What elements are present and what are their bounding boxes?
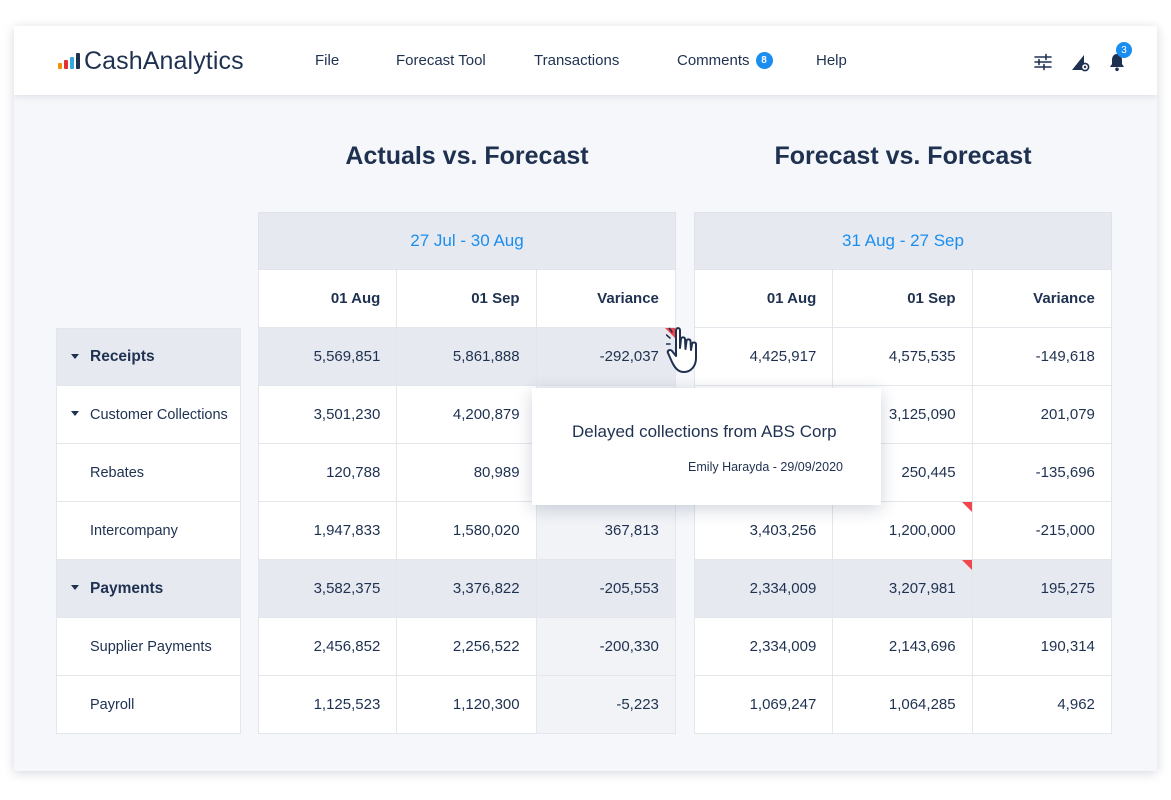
row-label-customer-collections[interactable]: Customer Collections [56, 386, 241, 444]
column-header: Variance [972, 270, 1112, 328]
nav-transactions[interactable]: Transactions [534, 52, 620, 69]
table-row: 2,334,009 2,143,696 190,314 [694, 618, 1112, 676]
row-label-payroll: Payroll [56, 676, 241, 734]
value-cell[interactable]: 2,334,009 [694, 618, 834, 676]
notifications-badge: 3 [1116, 42, 1132, 58]
comment-flag-icon[interactable] [961, 560, 972, 570]
value-cell[interactable]: 4,425,917 [694, 328, 834, 386]
table-row: 1,125,523 1,120,300 -5,223 [258, 676, 676, 734]
app-window: CashAnalytics File Forecast Tool Transac… [14, 26, 1157, 771]
value-cell[interactable]: 5,861,888 [397, 328, 537, 386]
row-label-receipts[interactable]: Receipts [56, 328, 241, 386]
variance-cell-commented[interactable]: -292,037 [536, 328, 676, 386]
actuals-vs-forecast-title: Actuals vs. Forecast [345, 142, 589, 170]
actuals-vs-forecast-table: 27 Jul - 30 Aug 01 Aug 01 Sep Variance 5… [258, 212, 676, 734]
value-cell[interactable]: 2,256,522 [397, 618, 537, 676]
nav-help[interactable]: Help [816, 52, 847, 69]
table-row: 5,569,851 5,861,888 -292,037 [258, 328, 676, 386]
value-cell[interactable]: 2,334,009 [694, 560, 834, 618]
collapse-caret-icon[interactable] [71, 411, 79, 416]
value-cell[interactable]: -135,696 [972, 444, 1112, 502]
collapse-caret-icon[interactable] [71, 354, 79, 359]
value-cell[interactable]: 190,314 [972, 618, 1112, 676]
period-header[interactable]: 31 Aug - 27 Sep [694, 212, 1112, 270]
value-cell[interactable]: 1,064,285 [833, 676, 973, 734]
table-row: 2,334,009 3,207,981 195,275 [694, 560, 1112, 618]
comment-flag-icon[interactable] [664, 328, 675, 338]
nav-file[interactable]: File [315, 52, 340, 69]
value-cell-commented[interactable]: 1,200,000 [833, 502, 973, 560]
logo-text: CashAnalytics [84, 46, 244, 75]
value-cell[interactable]: 1,125,523 [258, 676, 398, 734]
top-navigation-bar: CashAnalytics File Forecast Tool Transac… [14, 26, 1157, 95]
value-cell-commented[interactable]: 3,207,981 [833, 560, 973, 618]
comments-count-badge: 8 [755, 52, 773, 69]
column-header: 01 Aug [258, 270, 398, 328]
sliders-icon[interactable] [1033, 52, 1053, 72]
comment-author-date: Emily Harayda - 29/09/2020 [688, 460, 843, 474]
row-label-payments[interactable]: Payments [56, 560, 241, 618]
column-header: 01 Sep [397, 270, 537, 328]
value-cell[interactable]: -200,330 [536, 618, 676, 676]
table-row: 1,069,247 1,064,285 4,962 [694, 676, 1112, 734]
value-cell[interactable]: -205,553 [536, 560, 676, 618]
value-cell[interactable]: 3,582,375 [258, 560, 398, 618]
value-cell[interactable]: 4,575,535 [833, 328, 973, 386]
value-cell[interactable]: -5,223 [536, 676, 676, 734]
forecast-vs-forecast-title: Forecast vs. Forecast [774, 142, 1032, 170]
comment-text: Delayed collections from ABS Corp [572, 422, 837, 441]
period-header[interactable]: 27 Jul - 30 Aug [258, 212, 676, 270]
value-cell[interactable]: 3,403,256 [694, 502, 834, 560]
value-cell[interactable]: 1,580,020 [397, 502, 537, 560]
value-cell[interactable]: -215,000 [972, 502, 1112, 560]
value-cell[interactable]: 5,569,851 [258, 328, 398, 386]
value-cell[interactable]: 80,989 [397, 444, 537, 502]
value-cell[interactable]: 2,143,696 [833, 618, 973, 676]
value-cell[interactable]: 4,962 [972, 676, 1112, 734]
value-cell[interactable]: 120,788 [258, 444, 398, 502]
nav-forecast-tool[interactable]: Forecast Tool [396, 52, 486, 69]
value-cell[interactable]: 1,069,247 [694, 676, 834, 734]
value-cell[interactable]: -149,618 [972, 328, 1112, 386]
column-header: 01 Sep [833, 270, 973, 328]
collapse-caret-icon[interactable] [71, 585, 79, 590]
table-row: 1,947,833 1,580,020 367,813 [258, 502, 676, 560]
nav-comments[interactable]: Comments 8 [677, 26, 773, 95]
value-cell[interactable]: 3,501,230 [258, 386, 398, 444]
value-cell[interactable]: 4,200,879 [397, 386, 537, 444]
column-header: Variance [536, 270, 676, 328]
column-header: 01 Aug [694, 270, 834, 328]
row-label-supplier-payments: Supplier Payments [56, 618, 241, 676]
table-row: 3,403,256 1,200,000 -215,000 [694, 502, 1112, 560]
forecast-vs-forecast-table: 31 Aug - 27 Sep 01 Aug 01 Sep Variance 4… [694, 212, 1112, 734]
row-label-intercompany: Intercompany [56, 502, 241, 560]
comment-flag-icon[interactable] [961, 502, 972, 512]
settings-wand-icon[interactable] [1070, 52, 1090, 72]
value-cell[interactable]: 201,079 [972, 386, 1112, 444]
value-cell[interactable]: 195,275 [972, 560, 1112, 618]
row-labels: Receipts Customer Collections Rebates In… [56, 328, 241, 734]
row-label-rebates: Rebates [56, 444, 241, 502]
table-row: 2,456,852 2,256,522 -200,330 [258, 618, 676, 676]
hand-pointer-icon [666, 327, 697, 373]
logo-bars-icon [58, 53, 80, 69]
comment-tooltip: Delayed collections from ABS Corp Emily … [532, 388, 881, 505]
value-cell[interactable]: 2,456,852 [258, 618, 398, 676]
value-cell[interactable]: 1,120,300 [397, 676, 537, 734]
table-row: 3,582,375 3,376,822 -205,553 [258, 560, 676, 618]
logo[interactable]: CashAnalytics [58, 46, 244, 76]
value-cell[interactable]: 1,947,833 [258, 502, 398, 560]
table-row: 4,425,917 4,575,535 -149,618 [694, 328, 1112, 386]
value-cell[interactable]: 367,813 [536, 502, 676, 560]
value-cell[interactable]: 3,376,822 [397, 560, 537, 618]
